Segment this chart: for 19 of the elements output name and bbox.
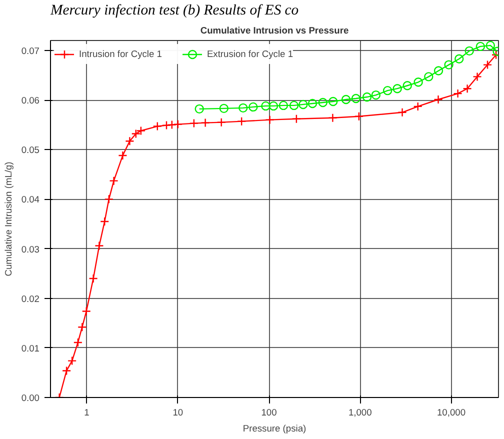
x-tick-label: 1 [84,408,90,418]
y-tick-label: 0.07 [21,46,40,56]
x-tick-label: 1,000 [348,408,372,418]
x-axis-title: Pressure (psia) [242,424,306,434]
x-tick-label: 10,000 [436,408,466,418]
y-tick-label: 0.06 [21,96,40,106]
y-tick-label: 0.03 [21,244,40,254]
x-tick-label: 10 [172,408,184,418]
text: Mercury infection test (b) Results of ES co [50,2,299,18]
y-tick-label: 0.04 [21,194,40,205]
y-tick-label: 0.02 [21,294,40,304]
legend-label: Extrusion for Cycle 1 [206,49,294,59]
y-tick-label: 0.01 [21,343,40,354]
y-axis-title: Cumulative Intrusion (mL/g) [3,162,14,276]
legend-label: Intrusion for Cycle 1 [79,49,162,59]
y-tick-label: 0.00 [21,393,40,403]
x-tick-label: 100 [261,408,277,418]
y-tick-label: 0.05 [21,145,40,156]
chart-title: Cumulative Intrusion vs Pressure [200,26,349,36]
